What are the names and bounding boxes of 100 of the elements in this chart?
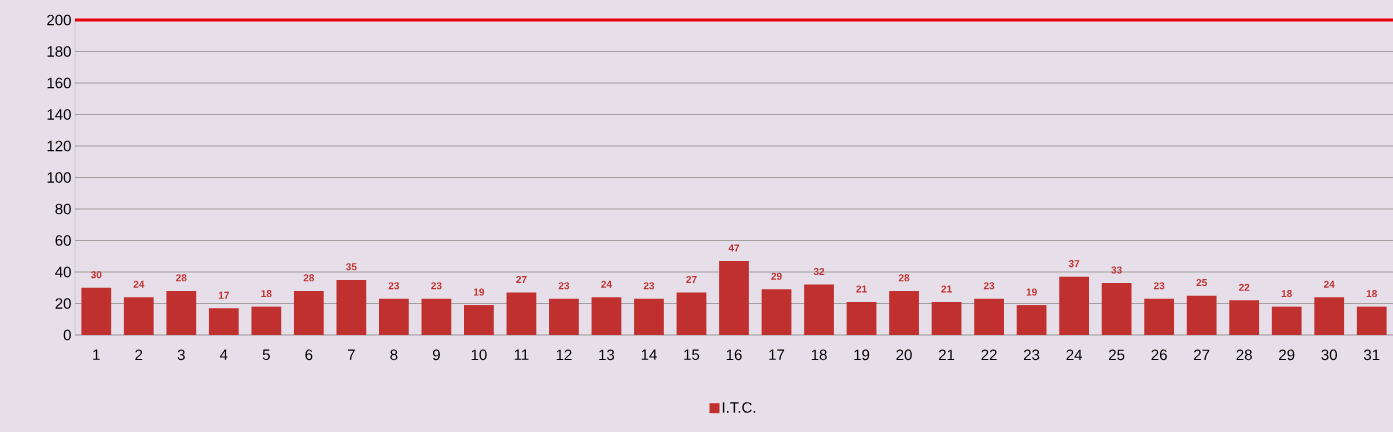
x-tick-label: 3 [177, 349, 185, 361]
x-tick-label: 10 [471, 349, 487, 361]
bar [846, 301, 877, 335]
data-label: 24 [601, 280, 612, 288]
data-label: 21 [941, 285, 952, 293]
x-tick-label: 19 [854, 349, 870, 361]
bar [421, 298, 452, 335]
data-label: 21 [856, 285, 867, 293]
data-label: 18 [1366, 290, 1377, 298]
data-label: 19 [473, 288, 485, 296]
data-label: 23 [983, 282, 995, 290]
bar [1229, 300, 1260, 335]
data-label: 37 [1068, 260, 1080, 268]
data-label: 28 [303, 274, 315, 282]
data-label: 25 [1196, 279, 1207, 287]
data-label: 18 [1281, 290, 1292, 298]
bar [1059, 276, 1089, 335]
data-label: 23 [431, 282, 442, 290]
data-label: 24 [1324, 280, 1335, 288]
bar [1356, 306, 1387, 335]
bar [889, 290, 919, 335]
bar [719, 260, 749, 335]
data-label: 28 [176, 274, 187, 282]
bar [464, 305, 494, 335]
x-tick-label: 8 [390, 349, 398, 361]
bar [293, 290, 324, 335]
x-tick-label: 6 [305, 349, 313, 361]
y-tick-label: 160 [47, 77, 71, 89]
x-tick-label: 30 [1321, 349, 1337, 361]
bar [1144, 298, 1175, 335]
bar [81, 287, 112, 335]
x-tick-label: 22 [981, 349, 997, 361]
x-tick-label: 2 [135, 349, 143, 361]
data-label: 18 [261, 290, 272, 298]
y-tick-label: 200 [47, 14, 71, 26]
bar [761, 289, 792, 335]
x-tick-label: 23 [1024, 349, 1040, 361]
x-tick-label: 9 [432, 349, 440, 361]
bar [336, 279, 367, 335]
data-label: 35 [346, 263, 357, 271]
x-tick-label: 7 [347, 349, 355, 360]
x-tick-label: 18 [811, 349, 827, 361]
bar [591, 297, 622, 335]
bar [1186, 295, 1217, 335]
bar [1271, 306, 1302, 335]
bar [251, 306, 282, 335]
y-tick-label: 180 [47, 46, 71, 57]
data-label: 24 [133, 280, 145, 288]
data-label: 23 [643, 282, 655, 290]
y-tick-label: 100 [47, 172, 71, 183]
x-tick-label: 24 [1066, 349, 1083, 361]
bar [974, 298, 1004, 335]
x-tick-label: 11 [514, 349, 529, 360]
data-label: 32 [813, 267, 825, 276]
x-tick-label: 21 [938, 349, 955, 361]
data-label: 22 [1238, 283, 1250, 291]
bar [931, 301, 962, 335]
data-label: 23 [388, 282, 400, 290]
legend-label: I.T.C. [722, 402, 756, 413]
y-tick-label: 60 [55, 235, 71, 246]
data-label: 27 [686, 275, 697, 283]
x-tick-label: 25 [1109, 349, 1125, 361]
data-label: 27 [516, 275, 527, 283]
bar [1101, 283, 1132, 335]
data-label: 29 [771, 272, 782, 280]
bar [208, 308, 239, 335]
bar [676, 292, 707, 335]
bar [634, 298, 664, 335]
y-tick-label: 140 [47, 109, 71, 120]
bar [804, 284, 834, 335]
x-tick-label: 31 [1363, 349, 1380, 361]
data-label: 28 [898, 274, 910, 282]
x-tick-label: 13 [599, 349, 615, 361]
data-label: 30 [90, 271, 102, 279]
x-tick-label: 5 [262, 349, 270, 360]
data-label: 23 [558, 282, 570, 290]
y-tick-label: 40 [55, 266, 71, 278]
x-tick-label: 29 [1279, 349, 1295, 361]
data-label: 33 [1111, 266, 1122, 274]
x-tick-label: 26 [1151, 349, 1167, 361]
data-label: 17 [218, 291, 229, 299]
x-tick-label: 14 [641, 349, 657, 360]
x-tick-label: 12 [556, 349, 572, 361]
data-label: 19 [1026, 288, 1037, 296]
y-tick-label: 120 [47, 140, 71, 152]
x-tick-label: 15 [684, 349, 700, 360]
x-tick-label: 4 [219, 349, 228, 360]
bar [166, 290, 197, 335]
y-tick-label: 20 [55, 298, 71, 309]
x-tick-label: 20 [896, 349, 912, 361]
x-tick-label: 28 [1236, 349, 1252, 361]
bar [378, 298, 409, 335]
y-tick-label: 80 [55, 203, 71, 215]
data-label: 23 [1153, 282, 1165, 290]
bar [1314, 297, 1345, 335]
bar [1016, 305, 1047, 335]
bar [506, 292, 537, 335]
y-tick-label: 0 [63, 329, 71, 341]
x-tick-label: 1 [93, 349, 100, 360]
bar [123, 297, 154, 335]
